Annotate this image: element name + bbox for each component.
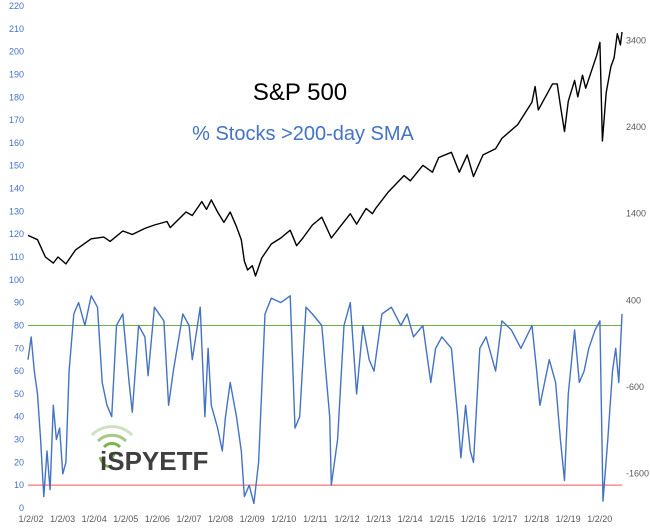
right-tick-label: 2400 (626, 122, 646, 132)
right-tick-label: 1400 (626, 209, 646, 219)
right-tick-label: -1600 (626, 468, 649, 478)
x-tick-label: 1/2/09 (240, 514, 265, 524)
left-tick-label: 170 (9, 115, 24, 125)
series-layer (27, 31, 623, 505)
x-tick-label: 1/2/08 (208, 514, 233, 524)
left-tick-label: 130 (9, 206, 24, 216)
left-tick-label: 30 (14, 435, 24, 445)
right-axis-ticks: 3400 2400 1400 400 -600 -1600 (626, 36, 649, 479)
x-tick-label: 1/2/06 (145, 514, 170, 524)
x-tick-label: 1/2/17 (492, 514, 517, 524)
right-tick-label: -600 (626, 382, 644, 392)
left-tick-label: 150 (9, 161, 24, 171)
left-tick-label: 120 (9, 229, 24, 239)
left-tick-label: 0 (19, 503, 24, 513)
chart-title: S&P 500 (253, 79, 347, 106)
x-tick-label: 1/2/04 (82, 514, 107, 524)
chart-subtitle: % Stocks >200-day SMA (192, 123, 414, 145)
reference-lines (28, 324, 622, 486)
left-tick-label: 100 (9, 275, 24, 285)
left-axis-ticks: 0 10 20 30 40 50 60 70 80 90 100 110 120 130 140 150 160… (9, 1, 24, 513)
sp500-line (27, 31, 623, 277)
left-tick-label: 200 (9, 47, 24, 57)
left-tick-label: 80 (14, 320, 24, 330)
right-tick-label: 3400 (626, 36, 646, 46)
x-tick-label: 1/2/19 (556, 514, 581, 524)
x-axis-ticks: 1/2/02 1/2/03 1/2/04 1/2/05 1/2/06 1/2/07 1/2/… (18, 514, 612, 524)
x-tick-label: 1/2/15 (429, 514, 454, 524)
x-tick-label: 1/2/10 (271, 514, 296, 524)
x-tick-label: 1/2/11 (303, 514, 327, 524)
logo-text: iSPYETF (100, 446, 208, 476)
x-tick-label: 1/2/07 (176, 514, 201, 524)
ispyetf-logo: iSPYETF (90, 425, 208, 476)
right-tick-label: 400 (626, 295, 641, 305)
left-tick-label: 210 (9, 24, 24, 34)
left-tick-label: 220 (9, 1, 24, 11)
x-tick-label: 1/2/13 (366, 514, 391, 524)
x-tick-label: 1/2/12 (334, 514, 359, 524)
x-tick-label: 1/2/02 (18, 514, 43, 524)
x-tick-label: 1/2/16 (461, 514, 486, 524)
x-tick-label: 1/2/05 (113, 514, 138, 524)
left-tick-label: 180 (9, 92, 24, 102)
x-tick-label: 1/2/03 (50, 514, 75, 524)
pct-above-200sma-line (27, 295, 623, 505)
x-tick-label: 1/2/14 (398, 514, 423, 524)
left-tick-label: 90 (14, 298, 24, 308)
left-tick-label: 70 (14, 343, 24, 353)
left-tick-label: 40 (14, 412, 24, 422)
left-tick-label: 190 (9, 69, 24, 79)
x-tick-label: 1/2/20 (587, 514, 612, 524)
radar-icon (90, 425, 134, 469)
left-tick-label: 20 (14, 457, 24, 467)
left-tick-label: 50 (14, 389, 24, 399)
left-tick-label: 140 (9, 184, 24, 194)
left-tick-label: 110 (10, 252, 24, 262)
left-tick-label: 60 (14, 366, 24, 376)
x-tick-label: 1/2/18 (524, 514, 549, 524)
left-tick-label: 10 (14, 480, 24, 490)
left-tick-label: 160 (9, 138, 24, 148)
